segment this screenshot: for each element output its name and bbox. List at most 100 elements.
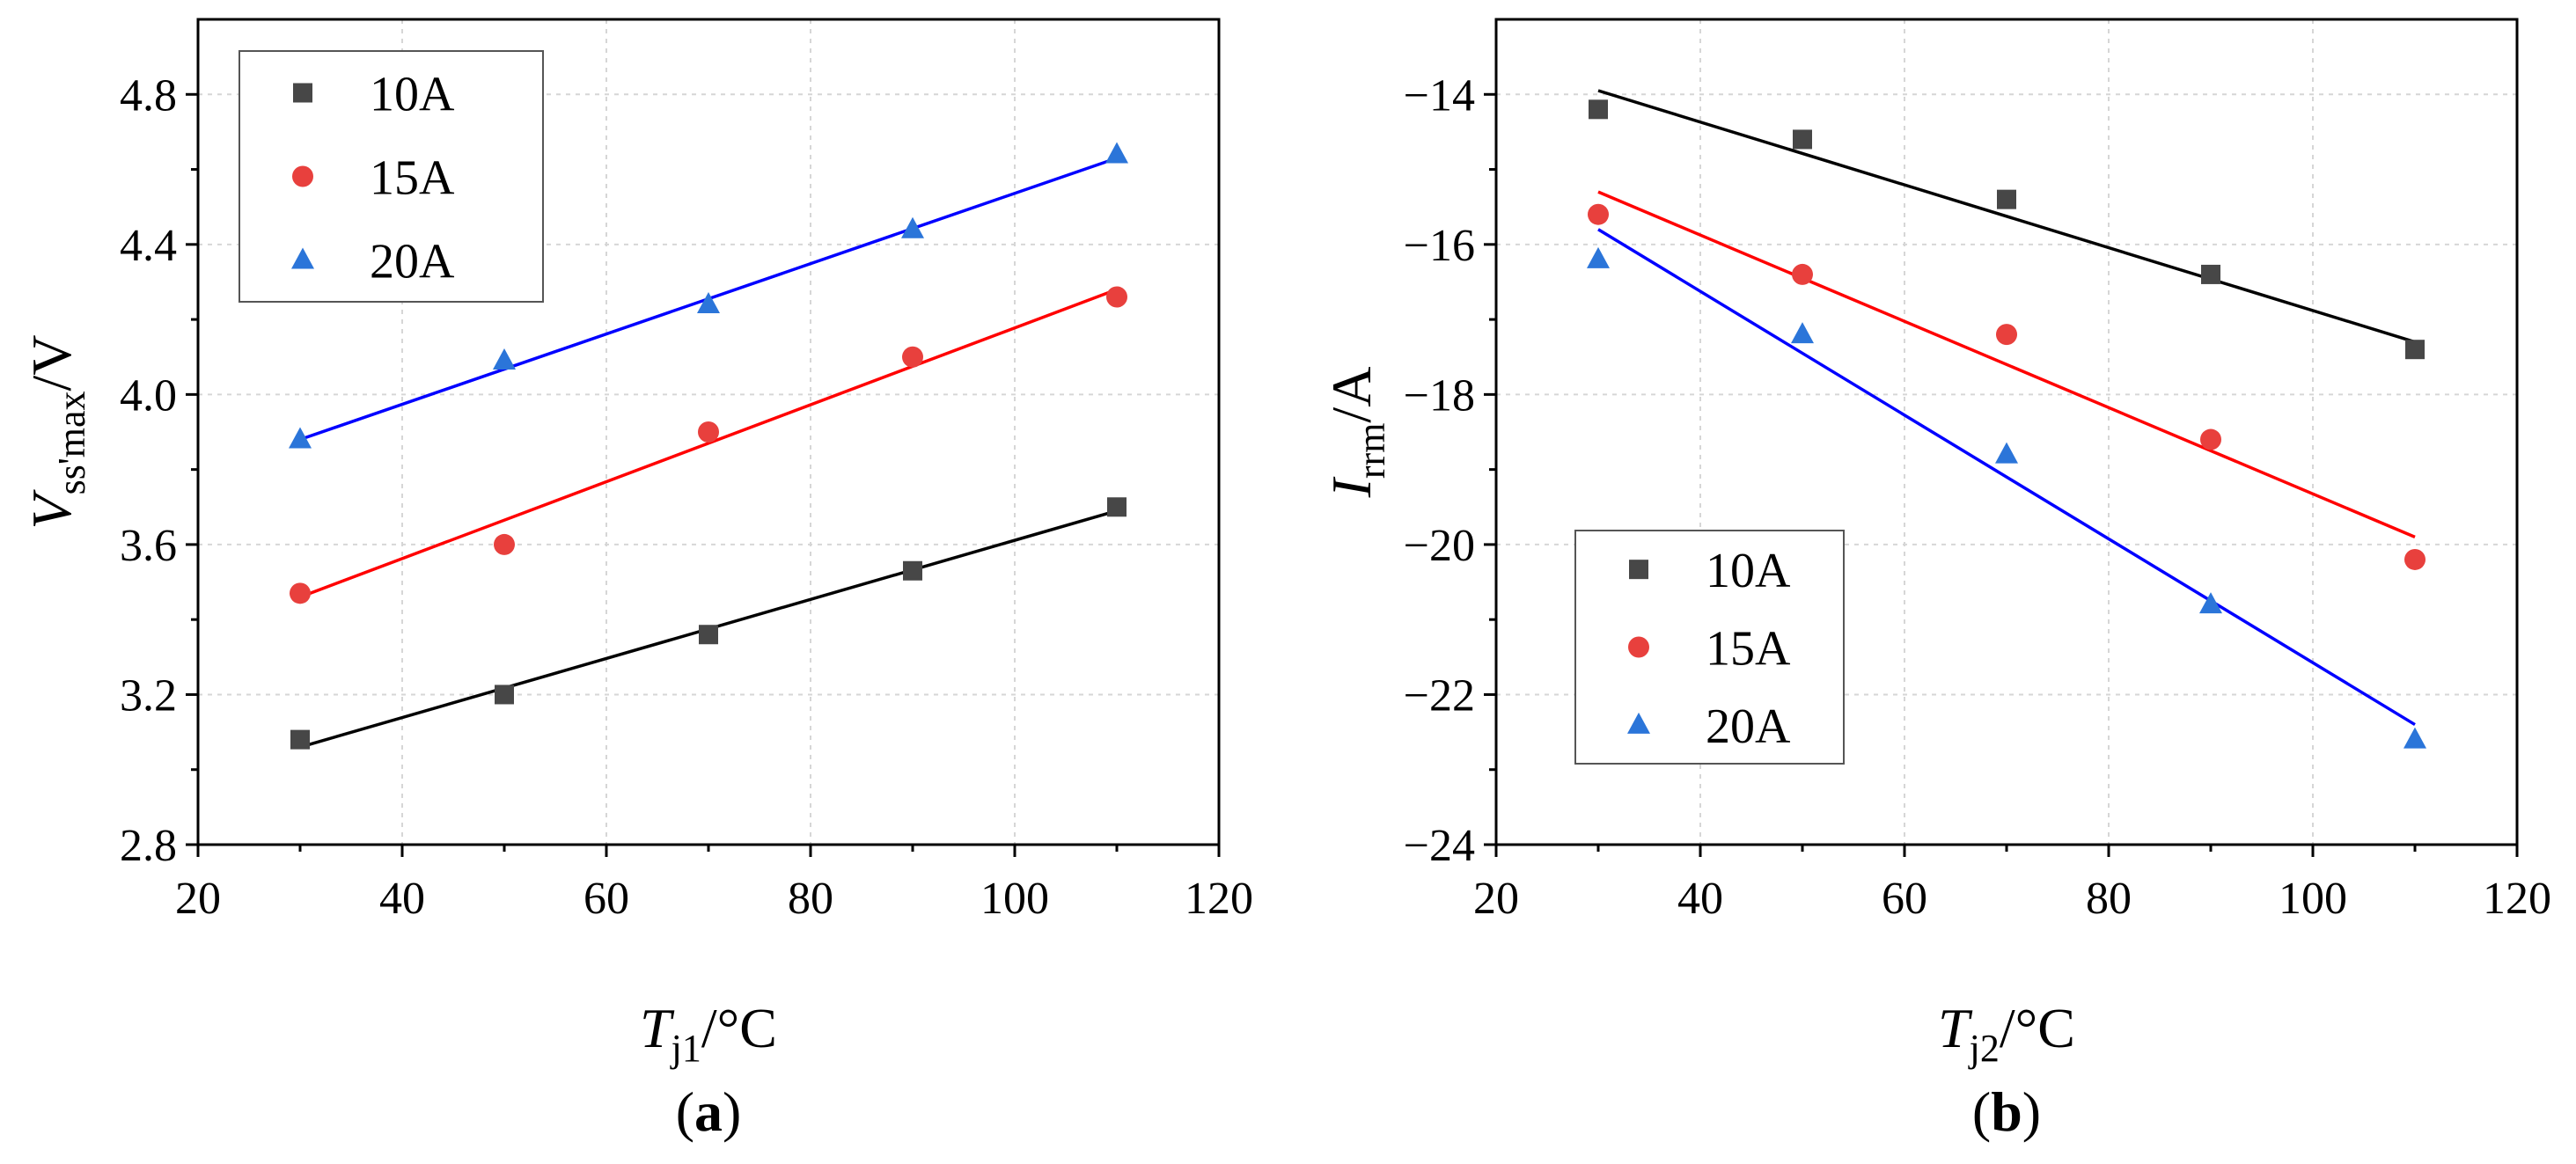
fit-line-15A [1597, 190, 2416, 538]
series-20A [289, 142, 1128, 449]
data-point-15A [2200, 428, 2221, 450]
x-tick-label: 20 [1473, 874, 1519, 924]
legend-marker-10A [1629, 560, 1648, 580]
x-axis-unit: /°C [701, 997, 777, 1059]
data-point-10A [2201, 264, 2220, 284]
y-tick-label: −14 [1404, 70, 1475, 121]
y-axis-label: Vss'max/V [20, 334, 93, 529]
fit-line-15A [299, 288, 1118, 599]
y-axis-unit: /V [20, 334, 83, 391]
chart-panel-b: 20 40 60 80 100 120 −24 −22 −20 −18 −16 −14 Tj2/°C Ir… [1320, 18, 2551, 1143]
y-axis-symbol: V [20, 489, 83, 530]
data-point-20A [493, 348, 516, 370]
x-tick-label: 120 [2483, 874, 2551, 924]
data-point-20A [1995, 442, 2018, 464]
data-point-15A [2404, 548, 2426, 570]
data-point-10A [495, 684, 514, 705]
y-tick-label: 4.4 [120, 221, 177, 271]
series-10A [1589, 89, 2425, 360]
data-point-15A [494, 533, 515, 555]
legend: 10A 15A 20A [1574, 530, 1845, 765]
x-axis-unit: /°C [2000, 997, 2075, 1059]
x-axis-label: Tj2/°C [1938, 997, 2075, 1070]
data-point-15A [698, 421, 719, 443]
data-point-15A [1106, 286, 1127, 308]
data-point-20A [289, 427, 312, 449]
x-tick-label: 80 [2086, 874, 2132, 924]
data-point-15A [1588, 203, 1609, 225]
y-axis-symbol: I [1320, 476, 1383, 498]
series-15A [1588, 190, 2426, 570]
data-point-10A [1589, 99, 1608, 120]
y-tick-label: −24 [1404, 821, 1475, 871]
series-15A [290, 286, 1127, 604]
y-axis-subscript: rrm [1350, 423, 1393, 480]
data-point-20A [2404, 727, 2426, 749]
x-tick-label: 60 [583, 874, 629, 924]
legend-marker-10A [293, 83, 312, 103]
legend: 10A 15A 20A [239, 50, 544, 303]
y-tick-label: 4.0 [120, 370, 177, 421]
legend-label: 10A [370, 68, 455, 122]
fit-line-20A [1597, 228, 2416, 727]
legend-label: 15A [1706, 622, 1791, 677]
legend-label: 15A [370, 151, 455, 206]
x-tick-label: 100 [2279, 874, 2347, 924]
x-axis-symbol: T [1938, 997, 1973, 1059]
data-point-20A [697, 292, 720, 314]
y-tick-label: −16 [1404, 221, 1475, 271]
y-tick-label: 3.6 [120, 521, 177, 571]
data-point-15A [1792, 263, 1813, 285]
data-point-15A [902, 346, 923, 368]
legend-box [1574, 530, 1845, 765]
x-axis-label: Tj1/°C [640, 997, 777, 1070]
x-tick-label: 40 [1677, 874, 1723, 924]
legend-label: 20A [370, 235, 455, 289]
data-point-20A [2199, 592, 2222, 614]
panel-label: (b) [1972, 1080, 2041, 1143]
legend-label: 20A [1706, 699, 1791, 754]
data-point-10A [1793, 129, 1812, 150]
legend-marker-15A [292, 165, 313, 187]
x-tick-label: 80 [788, 874, 833, 924]
data-point-10A [2405, 340, 2425, 360]
x-axis-subscript: j1 [670, 1027, 701, 1070]
data-point-20A [1587, 246, 1610, 268]
y-axis-unit: /A [1320, 367, 1383, 423]
data-point-10A [290, 729, 310, 750]
y-tick-label: −22 [1404, 670, 1475, 721]
y-axis-subscript: ss'max [50, 391, 93, 494]
chart-panel-a: 20 40 60 80 100 120 2.8 3.2 3.6 4.0 4.4 4.8 Tj1/°C Vs… [20, 18, 1253, 1143]
y-tick-label: 3.2 [120, 670, 177, 721]
x-tick-label: 60 [1882, 874, 1927, 924]
legend-box [239, 50, 544, 303]
legend-label: 10A [1706, 544, 1791, 598]
x-tick-label: 100 [980, 874, 1049, 924]
data-point-20A [1105, 142, 1128, 164]
y-tick-label: 2.8 [120, 821, 177, 871]
series-10A [290, 497, 1127, 750]
fit-line-10A [1597, 89, 2416, 344]
x-axis-symbol: T [640, 997, 675, 1059]
x-tick-label: 20 [175, 874, 221, 924]
data-point-15A [1996, 324, 2017, 346]
panel-label: (a) [676, 1080, 742, 1143]
y-tick-label: 4.8 [120, 70, 177, 121]
y-tick-label: −20 [1404, 521, 1475, 571]
data-point-20A [901, 216, 924, 238]
legend-marker-20A [1627, 712, 1650, 734]
x-tick-label: 120 [1185, 874, 1253, 924]
legend-marker-20A [291, 247, 314, 269]
data-point-10A [903, 560, 922, 581]
legend-marker-15A [1628, 636, 1649, 658]
y-tick-label: −18 [1404, 370, 1475, 421]
x-axis-subscript: j2 [1968, 1027, 2000, 1070]
series-20A [1587, 228, 2426, 749]
data-point-20A [1791, 322, 1814, 344]
data-point-10A [699, 625, 718, 645]
data-point-10A [1107, 497, 1127, 517]
y-axis-label: Irrm/A [1320, 367, 1393, 499]
data-point-15A [290, 582, 311, 604]
x-tick-label: 40 [379, 874, 425, 924]
